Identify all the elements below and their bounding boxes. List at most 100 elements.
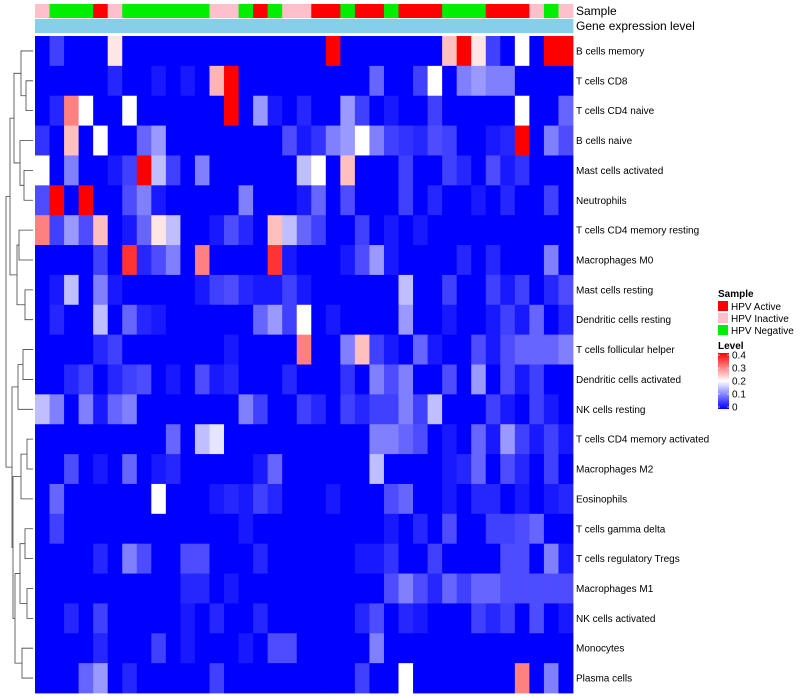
- heatmap-cell: [442, 454, 458, 485]
- heatmap-cell: [383, 95, 399, 126]
- heatmap-cell: [543, 245, 559, 276]
- row-label: Neutrophils: [576, 196, 627, 207]
- heatmap-cell: [311, 274, 327, 306]
- heatmap-cell: [514, 424, 530, 455]
- heatmap-cell: [311, 185, 327, 216]
- heatmap-cell: [456, 424, 472, 455]
- heatmap-cell: [64, 633, 80, 664]
- annotation-cell: [78, 4, 94, 18]
- annotation-cell: [427, 19, 443, 33]
- heatmap-cell: [543, 424, 559, 455]
- annotation-cell: [165, 4, 181, 18]
- heatmap-cell: [456, 573, 472, 604]
- heatmap-cell: [136, 125, 152, 156]
- heatmap-cell: [93, 633, 109, 664]
- heatmap-cell: [194, 155, 210, 186]
- heatmap-cell: [558, 573, 574, 604]
- row-label: Mast cells resting: [576, 285, 653, 296]
- heatmap-cell: [49, 364, 65, 395]
- heatmap-cell: [136, 95, 152, 126]
- annotation-cell: [514, 19, 530, 33]
- heatmap-cell: [413, 65, 428, 97]
- heatmap-cell: [471, 633, 487, 664]
- heatmap-cell: [398, 125, 414, 156]
- heatmap-cell: [224, 95, 239, 126]
- heatmap-cell: [78, 155, 94, 186]
- heatmap-cell: [354, 454, 370, 485]
- heatmap-cell: [311, 603, 327, 634]
- heatmap-cell: [558, 454, 574, 485]
- heatmap-cell: [165, 334, 181, 365]
- heatmap-cell: [500, 36, 516, 67]
- heatmap-cell: [398, 573, 414, 604]
- heatmap-cell: [35, 454, 50, 485]
- heatmap-cell: [93, 65, 109, 97]
- heatmap-cell: [485, 215, 501, 246]
- heatmap-cell: [543, 334, 559, 365]
- heatmap-cell: [194, 603, 210, 634]
- heatmap-cell: [398, 274, 414, 306]
- heatmap-cell: [238, 573, 254, 604]
- heatmap-cell: [325, 334, 341, 365]
- heatmap-cell: [165, 603, 181, 634]
- heatmap-cell: [49, 274, 65, 306]
- heatmap-cell: [64, 95, 80, 126]
- heatmap-cell: [180, 215, 196, 246]
- heatmap-cell: [485, 513, 501, 545]
- heatmap-cell: [500, 573, 516, 604]
- heatmap-cell: [500, 185, 516, 216]
- heatmap-cell: [442, 274, 458, 306]
- row-label: Eosinophils: [576, 494, 627, 505]
- heatmap-cell: [194, 633, 210, 664]
- legend-tick-label: 0.4: [732, 351, 746, 362]
- heatmap-cell: [238, 215, 254, 246]
- heatmap-cell: [456, 633, 472, 664]
- annotation-cell: [194, 4, 210, 18]
- heatmap-cell: [194, 215, 210, 246]
- heatmap-cell: [49, 603, 65, 634]
- heatmap-cell: [442, 394, 458, 425]
- heatmap-cell: [340, 513, 356, 545]
- heatmap-cell: [282, 513, 298, 545]
- heatmap-cell: [543, 155, 559, 186]
- legend-color-bar: [718, 353, 729, 409]
- row-label: T cells CD4 memory resting: [576, 226, 699, 237]
- heatmap-cell: [151, 364, 167, 395]
- heatmap-cell: [383, 304, 399, 336]
- heatmap-cell: [442, 543, 458, 574]
- heatmap-cell: [500, 245, 516, 276]
- heatmap-cell: [383, 573, 399, 604]
- row-label: NK cells resting: [576, 405, 645, 416]
- heatmap-cell: [165, 394, 181, 425]
- annotation-cell: [165, 19, 181, 33]
- annotation-label: Gene expression level: [576, 19, 695, 33]
- heatmap-cell: [296, 394, 312, 425]
- heatmap-cell: [514, 663, 530, 694]
- heatmap-cell: [296, 603, 312, 634]
- heatmap-cell: [558, 663, 574, 694]
- heatmap-cell: [267, 304, 283, 336]
- heatmap-cell: [311, 304, 327, 336]
- annotation-cell: [64, 4, 80, 18]
- heatmap-cell: [398, 513, 414, 545]
- heatmap-cell: [471, 274, 487, 306]
- heatmap-cell: [267, 185, 283, 216]
- heatmap-cell: [122, 304, 138, 336]
- heatmap-cell: [514, 573, 530, 604]
- heatmap-cells: [35, 36, 574, 694]
- heatmap-cell: [35, 364, 50, 395]
- heatmap-cell: [282, 334, 298, 365]
- row-label: B cells naive: [576, 136, 633, 147]
- heatmap-cell: [180, 633, 196, 664]
- heatmap-cell: [122, 483, 138, 515]
- legend-entry: HPV Negative: [731, 326, 794, 337]
- annotation-cell: [35, 4, 50, 18]
- heatmap-cell: [180, 663, 196, 694]
- heatmap-cell: [238, 424, 254, 455]
- annotation-cell: [180, 19, 196, 33]
- heatmap-cell: [253, 65, 269, 97]
- heatmap-cell: [122, 125, 138, 156]
- heatmap-cell: [442, 215, 458, 246]
- heatmap-cell: [64, 573, 80, 604]
- heatmap-cell: [49, 573, 65, 604]
